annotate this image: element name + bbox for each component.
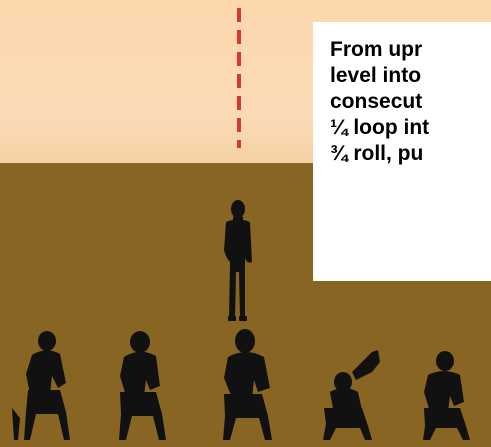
seated-judge-5 [423,351,470,440]
maneuver-text-line-4: ¼ loop int [330,116,430,139]
seated-judge-2 [119,331,166,440]
maneuver-text-line-2: level into [330,64,422,87]
maneuver-description-box: From upr level into consecut ¼ loop int … [313,22,491,281]
vertical-reference-line [237,8,241,148]
maneuver-text-line-5: ¾ roll, pu [330,142,424,165]
maneuver-text-line-1: From upr [330,38,423,61]
seated-judge-1 [12,331,70,440]
maneuver-text-line-3: consecut [330,90,423,113]
standing-person-silhouette [224,200,252,321]
seated-judge-3 [223,329,272,440]
seated-judge-4 [323,350,380,440]
